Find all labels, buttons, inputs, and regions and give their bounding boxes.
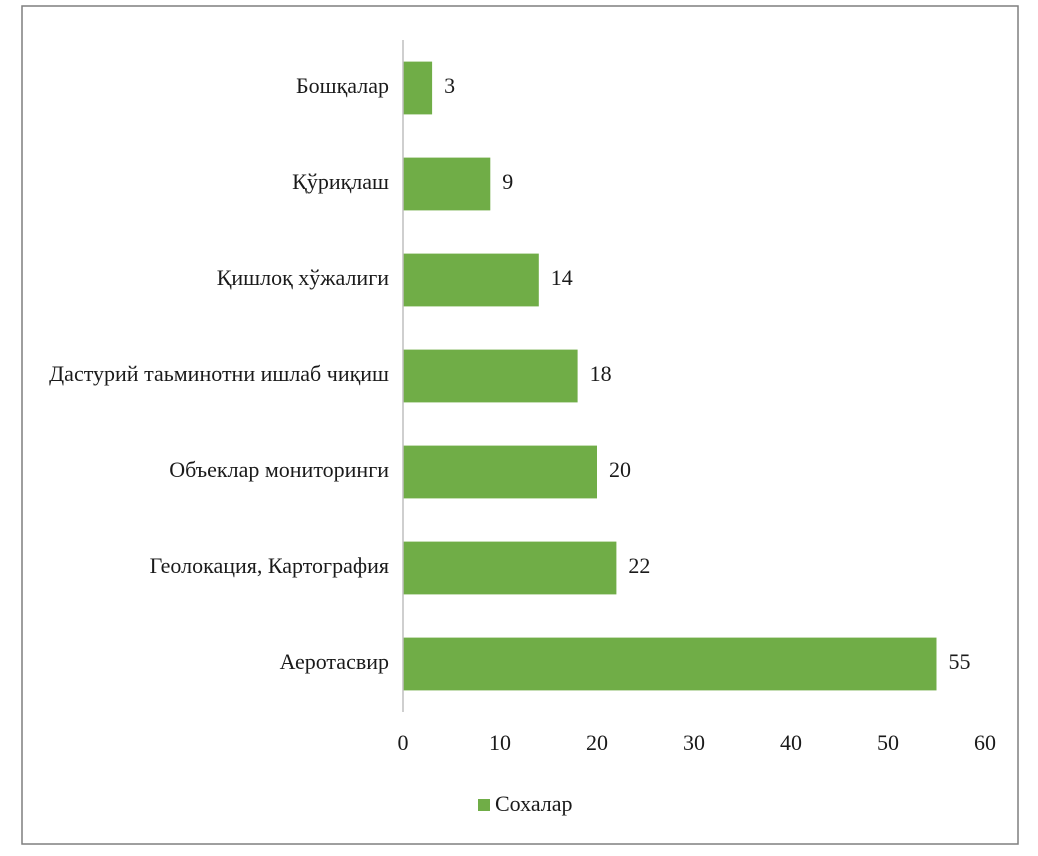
category-label: Дастурий таьминотни ишлаб чиқиш [49, 361, 389, 386]
bar [403, 637, 937, 691]
data-label: 9 [502, 169, 513, 194]
labels-layer: Аеротасвир 55 Геолокация, Картография 22 Объ… [49, 73, 970, 674]
category-label: Бошқалар [296, 73, 389, 98]
data-label: 20 [609, 457, 631, 482]
x-tick-label: 30 [683, 730, 705, 755]
legend-label: Сохалар [495, 791, 573, 816]
category-label: Аеротасвир [280, 649, 389, 674]
x-tick-label: 50 [877, 730, 899, 755]
bar [403, 61, 433, 115]
legend: Сохалар [478, 791, 573, 816]
data-label: 55 [949, 649, 971, 674]
category-label: Қўриқлаш [292, 169, 389, 194]
x-tick-label: 20 [586, 730, 608, 755]
data-label: 14 [551, 265, 573, 290]
data-label: 3 [444, 73, 455, 98]
bars-layer [403, 61, 937, 691]
axis-layer: 0 10 20 30 40 50 60 [398, 40, 996, 755]
data-label: 22 [628, 553, 650, 578]
bar [403, 541, 617, 595]
x-tick-label: 10 [489, 730, 511, 755]
category-label: Объеклар мониторинги [169, 457, 389, 482]
bar [403, 349, 578, 403]
category-label: Қишлоқ хўжалиги [217, 265, 389, 290]
x-tick-label: 0 [398, 730, 409, 755]
legend-swatch [478, 799, 490, 811]
data-label: 18 [590, 361, 612, 386]
x-tick-label: 60 [974, 730, 996, 755]
category-label: Геолокация, Картография [150, 553, 389, 578]
bar [403, 157, 491, 211]
bar [403, 445, 597, 499]
chart-border [21, 5, 1019, 845]
x-tick-label: 40 [780, 730, 802, 755]
bar [403, 253, 539, 307]
